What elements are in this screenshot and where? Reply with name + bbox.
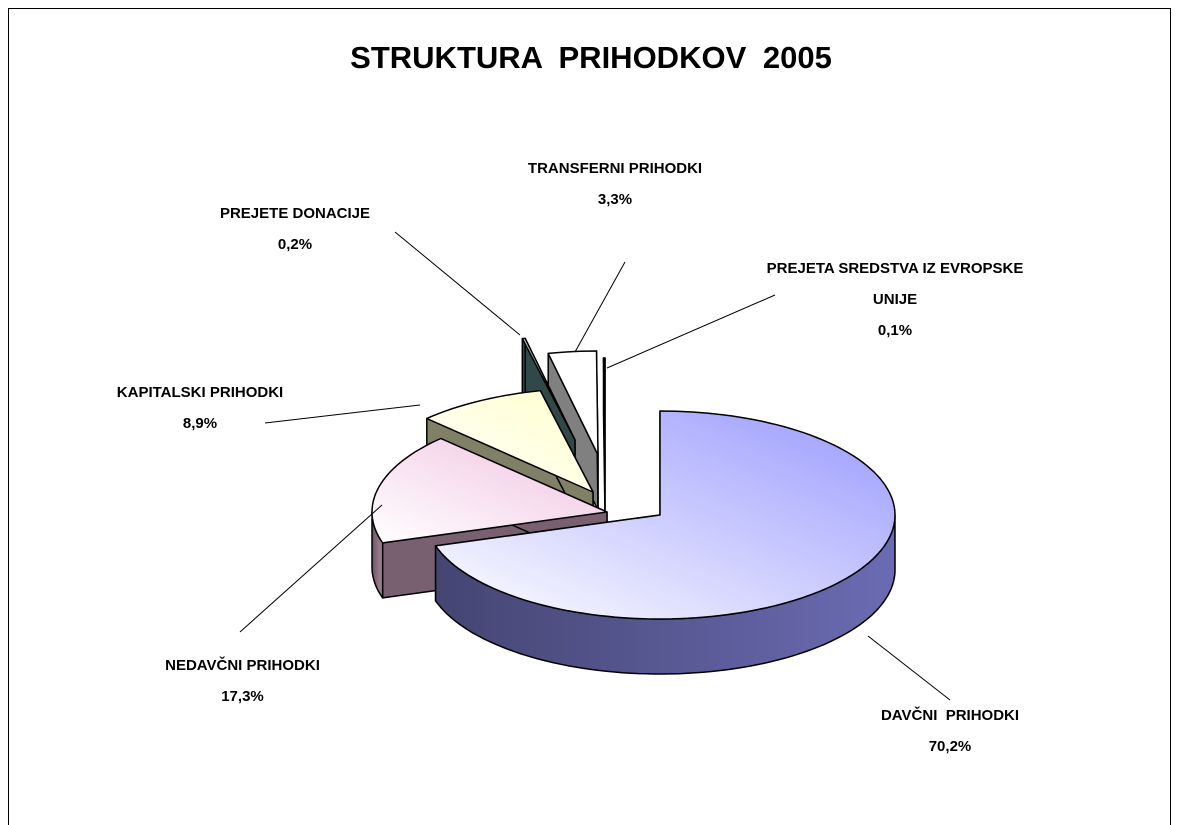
value-label: 17,3% <box>221 688 264 705</box>
slice <box>434 410 896 620</box>
leader-line <box>574 261 626 353</box>
slice <box>521 337 576 441</box>
category-label: DAVČNI PRIHODKI <box>880 707 1020 724</box>
value-label: 0,2% <box>277 236 313 253</box>
category-label: KAPITALSKI PRIHODKI <box>116 384 284 401</box>
slice <box>371 437 608 544</box>
category-label: PREJETA SREDSTVA IZ EVROPSKE UNIJE <box>766 260 1028 308</box>
category-label: TRANSFERNI PRIHODKI <box>527 160 703 177</box>
leader-line <box>867 635 951 701</box>
slice <box>602 357 606 463</box>
slice <box>547 350 599 456</box>
slice-label: TRANSFERNI PRIHODKI 3,3% <box>520 153 710 215</box>
category-label: NEDAVČNI PRIHODKI <box>165 657 320 674</box>
chart-frame <box>8 8 1171 825</box>
value-label: 70,2% <box>928 738 972 755</box>
value-label: 8,9% <box>182 415 218 432</box>
slice-label: NEDAVČNI PRIHODKI 17,3% <box>120 650 365 712</box>
value-label: 3,3% <box>597 191 633 208</box>
slice-label: PREJETA SREDSTVA IZ EVROPSKE UNIJE 0,1% <box>760 253 1030 346</box>
category-label: PREJETE DONACIJE <box>219 205 371 222</box>
slice-label: PREJETE DONACIJE 0,2% <box>170 198 420 260</box>
slice-label: KAPITALSKI PRIHODKI 8,9% <box>110 377 290 439</box>
value-label: 0,1% <box>877 322 913 339</box>
leader-line <box>264 404 421 424</box>
slice-label: DAVČNI PRIHODKI 70,2% <box>830 700 1070 762</box>
leader-line <box>239 504 383 633</box>
leader-line <box>606 294 776 369</box>
chart-title: STRUKTURA PRIHODKOV 2005 <box>350 40 832 75</box>
leader-line <box>394 231 521 336</box>
slice <box>426 389 594 493</box>
